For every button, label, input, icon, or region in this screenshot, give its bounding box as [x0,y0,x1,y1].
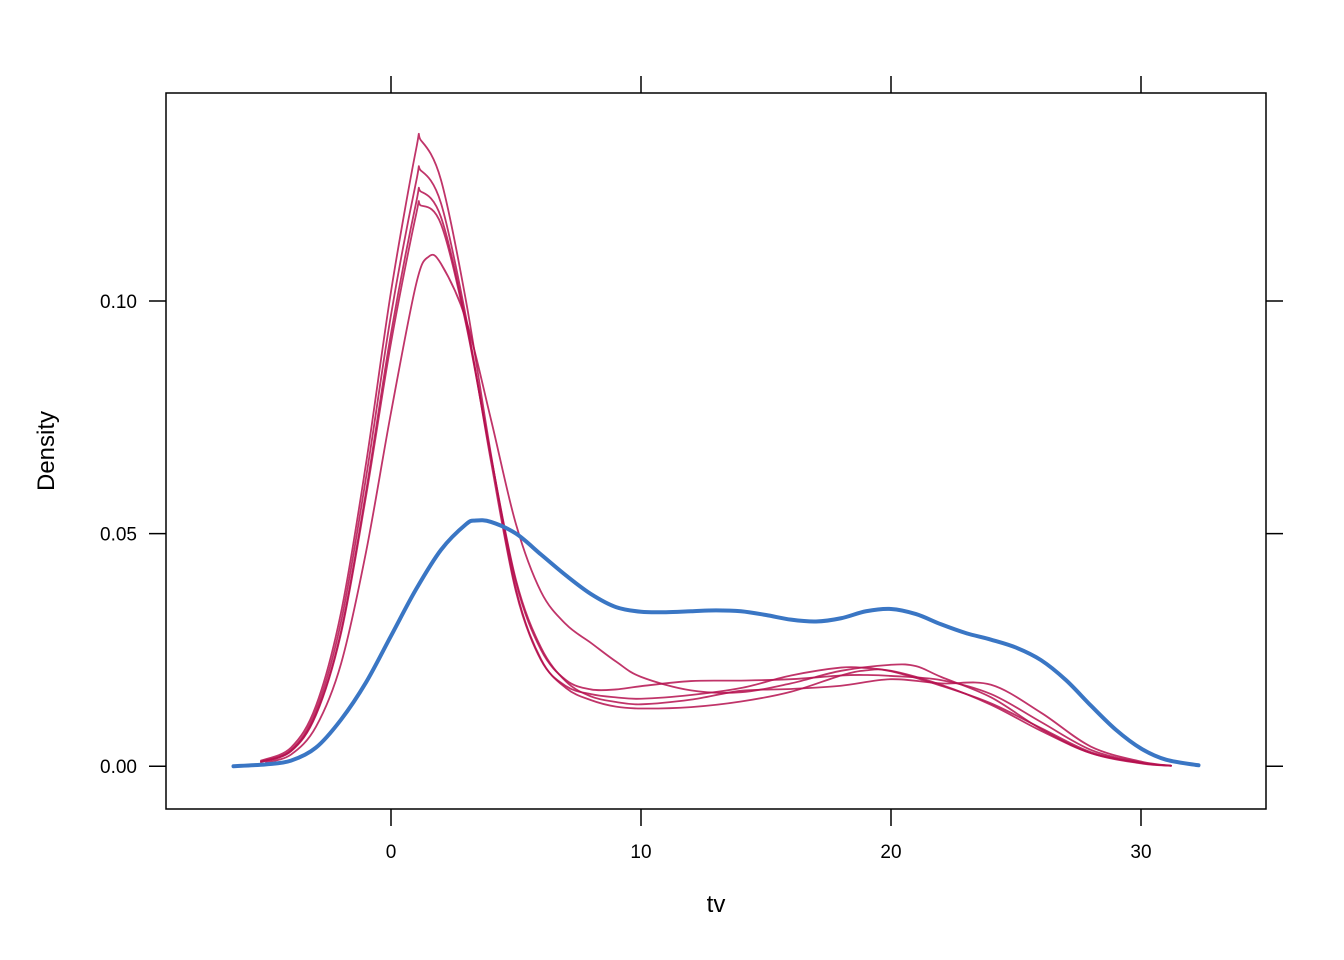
y-axis-title: Density [33,411,60,491]
imputed-density-line-4 [260,200,1172,767]
y-tick-label: 0.10 [100,292,137,313]
observed-density-line [231,518,1201,769]
imputed-density-line-1 [260,132,1172,767]
x-axis-title: tv [707,891,726,918]
x-tick-label: 20 [880,842,901,863]
plot-panel-frame [165,92,1267,810]
x-tick-label: 0 [386,842,397,863]
imputed-density-line-2 [260,165,1172,767]
imputed-density-line-5 [265,253,1172,767]
x-tick-label: 30 [1130,842,1151,863]
y-axis: 0.00 0.05 0.10 [100,292,1283,778]
y-tick-label: 0.00 [100,757,137,778]
y-tick-label: 0.05 [100,525,137,546]
x-tick-label: 10 [630,842,651,863]
x-axis: 0 10 20 30 [386,76,1152,863]
density-curves [231,132,1201,769]
